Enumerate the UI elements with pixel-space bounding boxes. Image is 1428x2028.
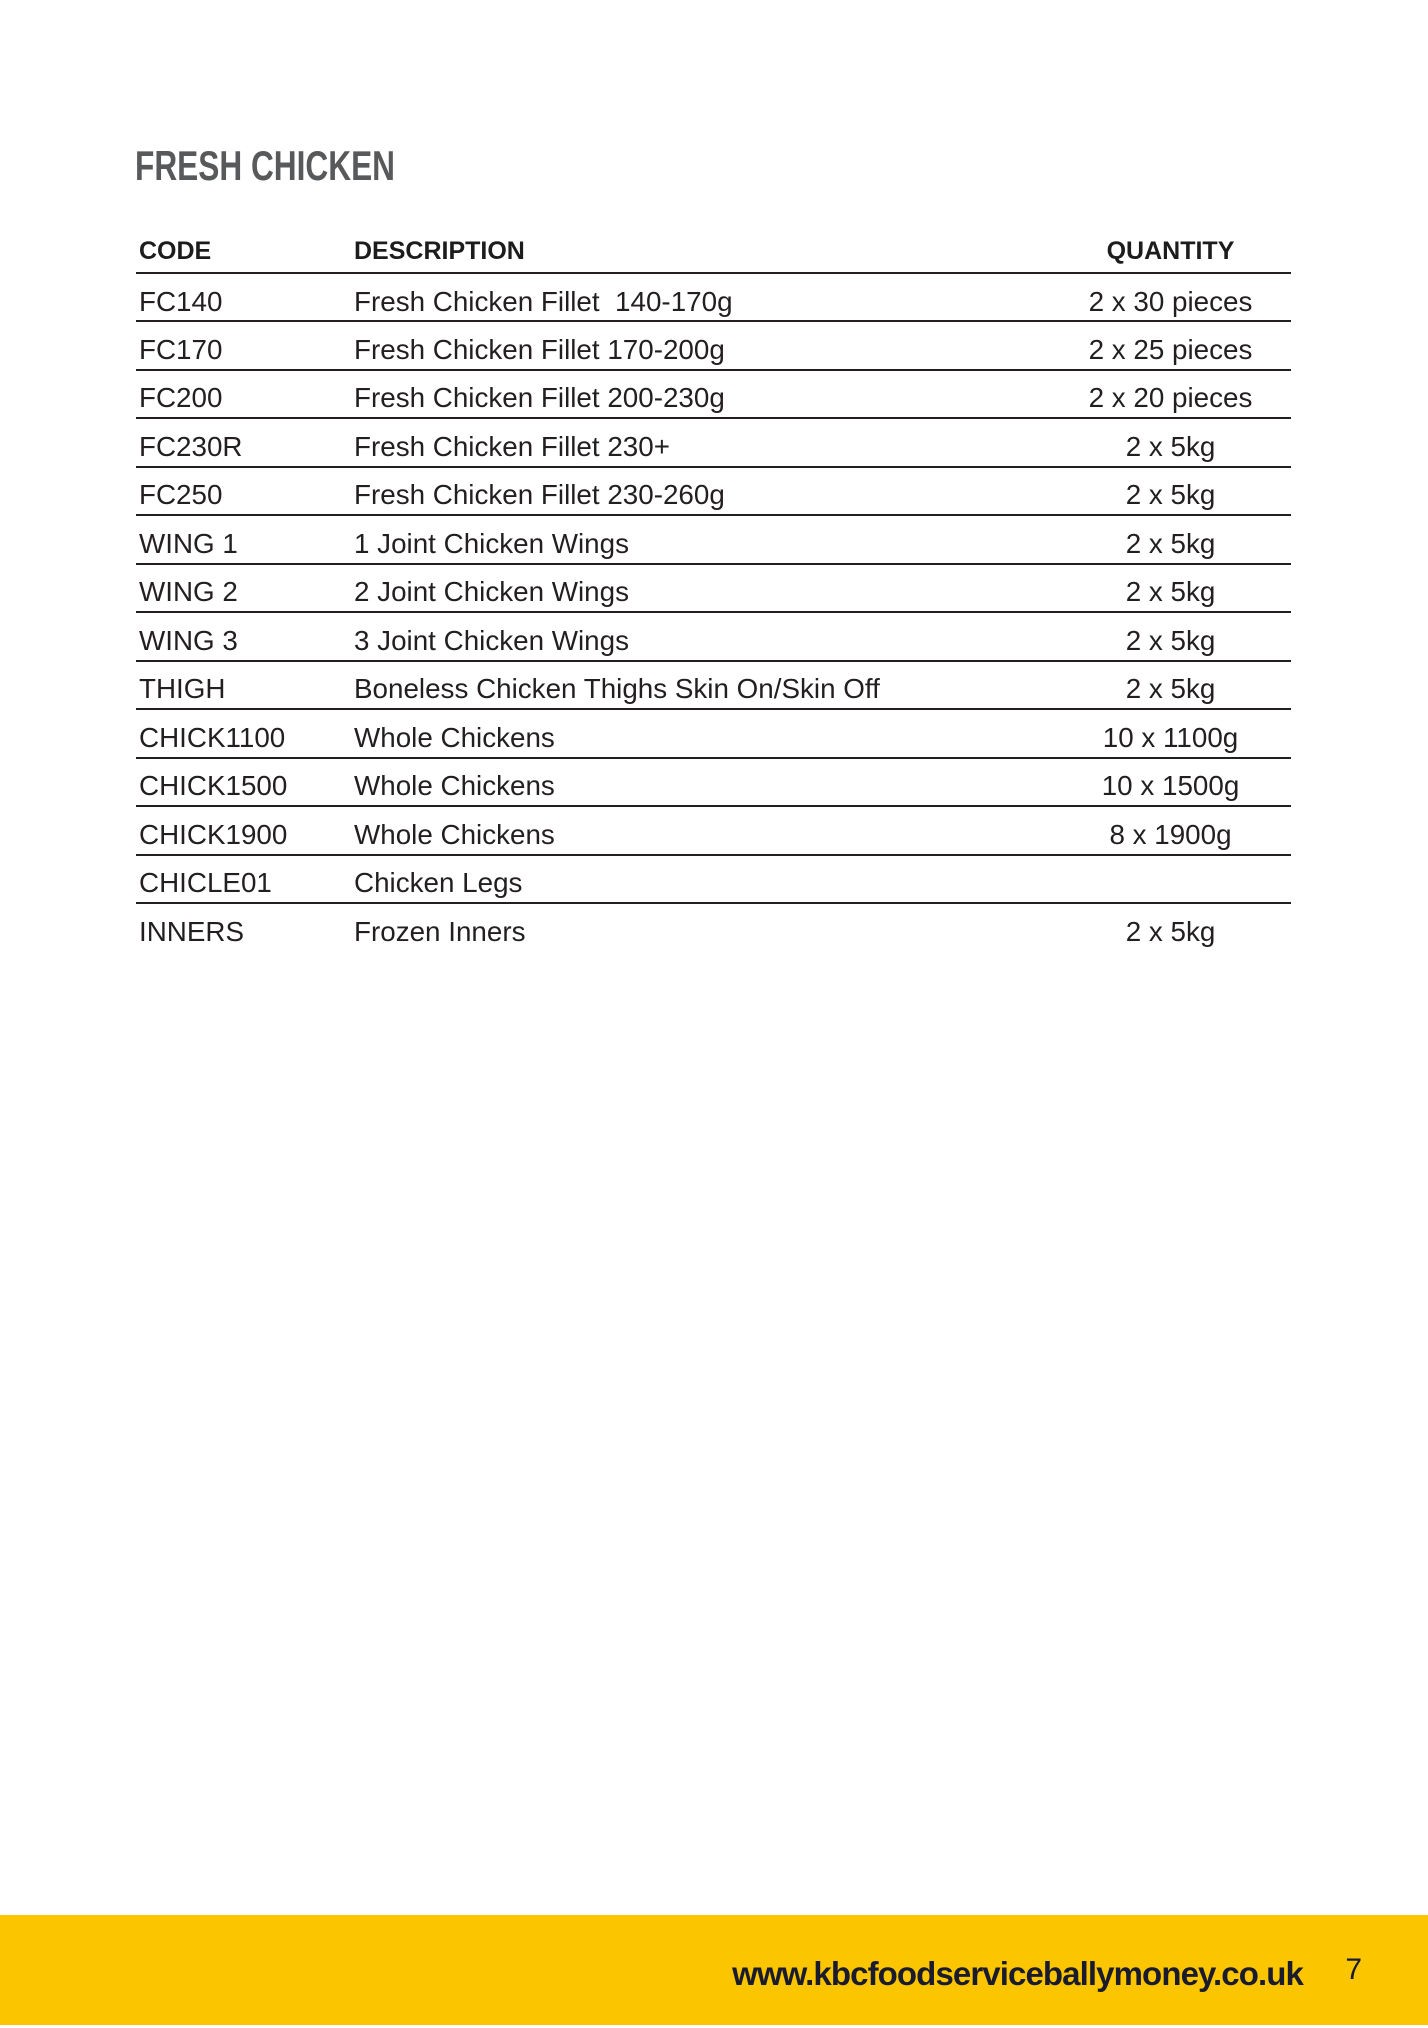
svg-text:FRESH CHICKEN: FRESH CHICKEN	[135, 142, 395, 189]
